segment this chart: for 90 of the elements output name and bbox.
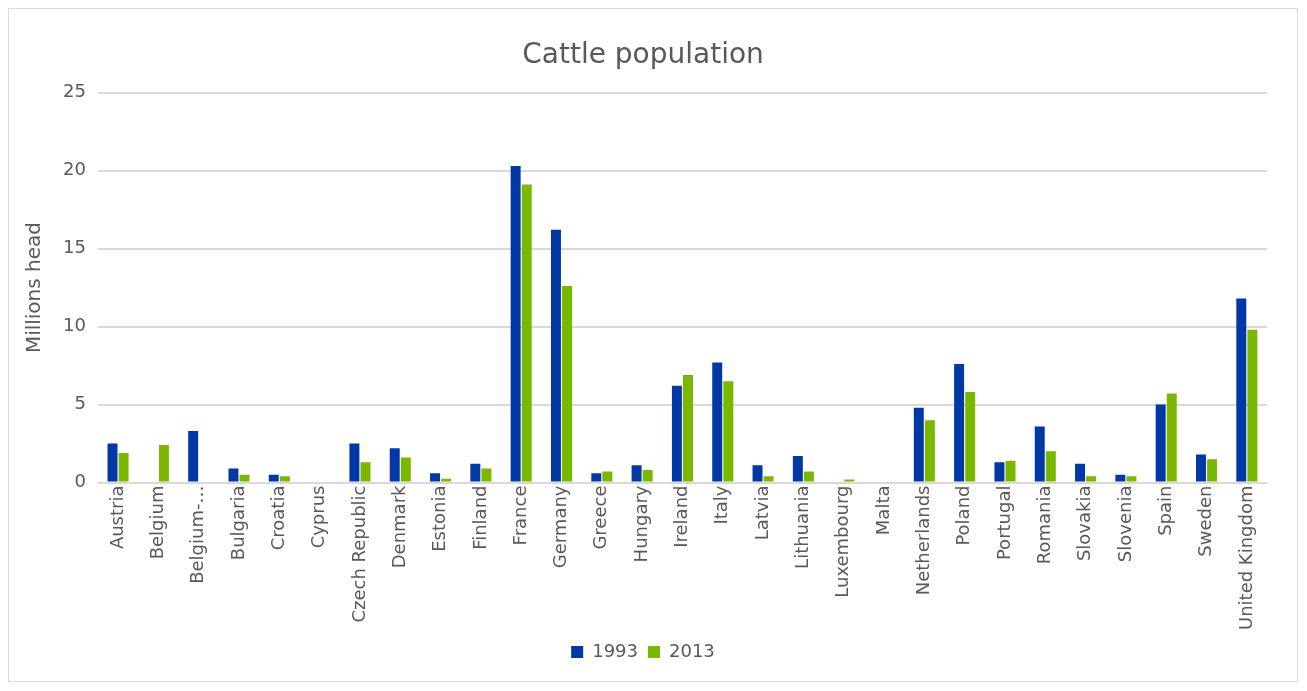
- bar: [803, 471, 814, 482]
- bar: [470, 463, 481, 482]
- x-tick-label: Romania: [1032, 485, 1054, 565]
- y-tick-label: 10: [63, 314, 86, 336]
- x-tick-label: Estonia: [428, 485, 450, 552]
- bar: [118, 452, 129, 482]
- bar: [400, 457, 411, 482]
- x-tick-label: Latvia: [750, 485, 772, 541]
- bar: [360, 462, 371, 482]
- x-tick-label: Cyprus: [307, 485, 329, 549]
- x-tick-label: Slovakia: [1073, 485, 1095, 562]
- bar: [671, 385, 682, 482]
- legend-label: 1993: [592, 639, 638, 661]
- x-tick-label: Lithuania: [791, 485, 813, 569]
- x-tick-label: Czech Republic: [347, 485, 369, 623]
- bar: [683, 374, 693, 482]
- x-tick-label: Luxembourg: [831, 485, 853, 598]
- x-tick-label: Italy: [710, 485, 732, 525]
- x-tick-label: Belgium: [146, 485, 168, 560]
- bar: [279, 476, 290, 482]
- x-tick-label: France: [508, 485, 530, 546]
- bar: [924, 420, 935, 482]
- bar: [1086, 476, 1097, 482]
- y-tick-label: 5: [74, 392, 86, 414]
- x-tick-label: Poland: [952, 485, 974, 546]
- x-tick-label: Netherlands: [912, 485, 934, 596]
- bar: [349, 443, 360, 482]
- bar: [1196, 454, 1206, 482]
- bar: [228, 468, 239, 482]
- bar: [1034, 426, 1045, 482]
- bar: [1126, 476, 1137, 482]
- y-tick-label: 0: [74, 470, 86, 492]
- bar: [430, 473, 441, 482]
- bar: [158, 445, 169, 482]
- bar: [1005, 460, 1016, 482]
- bar: [239, 474, 250, 482]
- bar: [188, 431, 199, 482]
- bar: [631, 465, 642, 482]
- bar: [1207, 459, 1218, 482]
- x-tick-label: Greece: [589, 485, 611, 550]
- bar: [752, 465, 763, 482]
- bar: [1236, 298, 1247, 482]
- bar: [510, 165, 521, 482]
- x-tick-label: Slovenia: [1113, 485, 1135, 563]
- y-tick-label: 15: [63, 236, 86, 258]
- bar: [844, 479, 855, 482]
- x-tick-label: Denmark: [387, 484, 409, 569]
- bar: [792, 456, 803, 482]
- bar: [481, 468, 492, 482]
- bar: [441, 478, 452, 482]
- bar: [994, 462, 1005, 482]
- bar: [954, 363, 965, 482]
- bar: [763, 476, 774, 482]
- bar: [1247, 329, 1258, 482]
- bar: [712, 362, 723, 482]
- bar: [642, 470, 653, 482]
- bar: [913, 407, 924, 482]
- bar: [1166, 393, 1177, 482]
- bar: [591, 473, 602, 482]
- chart-title: Cattle population: [522, 37, 764, 71]
- bar: [723, 381, 734, 482]
- bar: [107, 443, 118, 482]
- x-tick-label: Austria: [105, 485, 127, 550]
- y-axis-title: Millions head: [21, 222, 46, 354]
- x-tick-label: United Kingdom: [1234, 485, 1256, 631]
- x-tick-label: Germany: [549, 485, 571, 569]
- bar: [550, 229, 561, 482]
- bar: [1075, 463, 1086, 482]
- x-tick-label: Portugal: [992, 485, 1014, 561]
- bar: [602, 471, 613, 482]
- y-tick-label: 25: [63, 80, 86, 102]
- bar: [965, 392, 976, 482]
- x-tick-label: Spain: [1153, 485, 1175, 536]
- legend-label: 2013: [669, 639, 715, 661]
- x-tick-label: Sweden: [1194, 485, 1216, 557]
- x-tick-label: Croatia: [266, 485, 288, 551]
- bar: [1115, 474, 1126, 482]
- bar: [521, 184, 532, 482]
- x-tick-label: Malta: [871, 485, 893, 536]
- bar: [562, 286, 573, 482]
- bar: [268, 474, 279, 482]
- x-tick-label: Belgium-…: [186, 485, 208, 584]
- bar: [1155, 404, 1166, 482]
- y-tick-label: 20: [63, 158, 86, 180]
- bar: [389, 448, 400, 482]
- x-tick-label: Finland: [468, 485, 490, 550]
- x-tick-label: Ireland: [670, 485, 692, 548]
- bar: [1045, 451, 1056, 482]
- x-tick-label: Bulgaria: [226, 485, 248, 561]
- x-tick-label: Hungary: [629, 485, 651, 563]
